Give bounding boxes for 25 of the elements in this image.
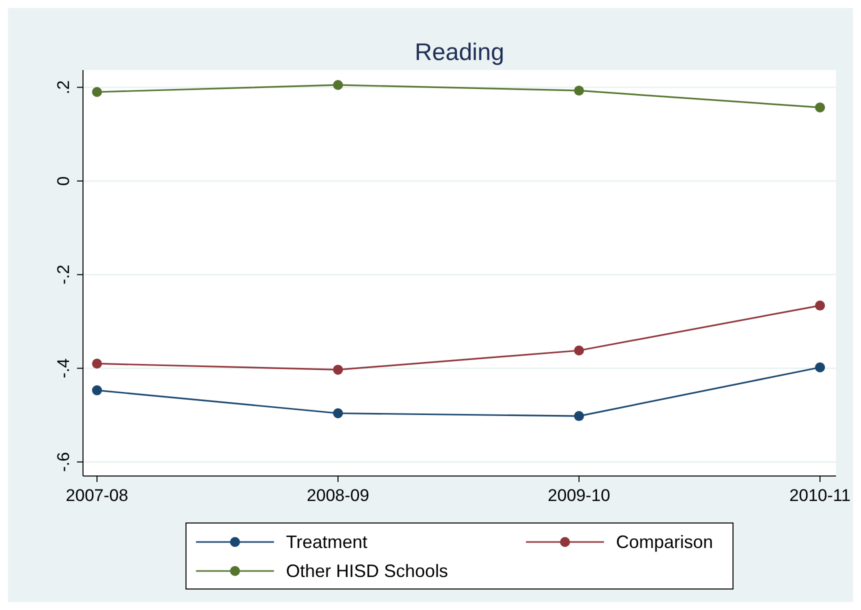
y-tick-label: -.6 (54, 452, 73, 472)
point (574, 346, 584, 356)
point (574, 411, 584, 422)
point (815, 102, 825, 112)
legend-label: Treatment (286, 532, 368, 552)
point (333, 80, 343, 90)
legend-label: Comparison (616, 532, 714, 552)
x-tick-label: 2007-08 (66, 486, 128, 505)
point (92, 87, 102, 98)
point (815, 300, 825, 311)
y-tick-label: 0 (54, 176, 73, 186)
x-tick-label: 2009-10 (548, 486, 610, 505)
point (333, 364, 343, 375)
point (815, 362, 825, 372)
y-tick-label: -.2 (54, 264, 73, 285)
point (574, 86, 584, 96)
y-tick-label: .2 (54, 80, 73, 94)
point (333, 408, 343, 418)
x-tick-label: 2010-11 (789, 486, 851, 505)
point (92, 358, 102, 369)
x-tick-label: 2008-09 (306, 486, 370, 505)
y-tick-label: -.4 (54, 358, 73, 378)
chart-title: Reading (414, 39, 504, 66)
point (92, 385, 102, 396)
legend-label: Other HISD Schools (286, 561, 448, 581)
